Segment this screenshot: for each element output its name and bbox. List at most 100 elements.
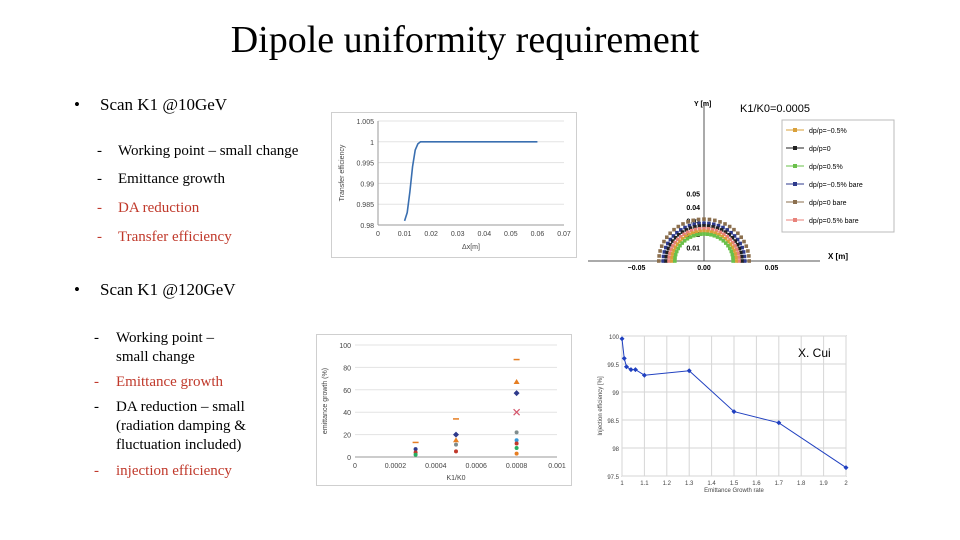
da-marker <box>665 235 669 240</box>
da-marker <box>682 232 686 237</box>
da-marker <box>743 259 747 263</box>
dash: - <box>94 463 99 479</box>
y-tick-label: 0.985 <box>356 202 374 209</box>
da-marker <box>674 249 679 254</box>
da-marker <box>678 234 683 239</box>
da-marker <box>715 235 720 239</box>
dash: - <box>97 229 102 245</box>
x-tick-label: 0.01 <box>398 231 412 238</box>
chart-title: K1/K0=0.0005 <box>740 103 810 115</box>
item-working-point: Working point – small change <box>118 143 299 159</box>
da-marker <box>687 232 691 237</box>
data-point <box>619 336 625 342</box>
series-line <box>403 140 538 222</box>
x-tick-label: 1 <box>620 481 624 487</box>
legend-label: dp/p=0 bare <box>809 200 847 207</box>
da-marker <box>664 254 669 259</box>
da-marker <box>718 230 723 235</box>
x-tick-label: 0.0002 <box>385 463 407 470</box>
da-marker <box>691 218 695 223</box>
da-marker <box>667 255 672 259</box>
x-tick-label: 0.04 <box>477 231 491 238</box>
x-tick-label: 0.06 <box>531 231 545 238</box>
da-marker <box>737 246 742 251</box>
da-marker <box>691 233 696 238</box>
da-marker <box>688 226 693 230</box>
dash: - <box>94 399 99 415</box>
data-point <box>514 430 519 435</box>
data-point <box>686 368 692 374</box>
da-marker <box>693 227 698 232</box>
da-marker <box>697 227 702 231</box>
da-marker <box>682 238 687 243</box>
da-marker <box>687 223 692 228</box>
da-marker <box>740 259 744 263</box>
da-marker <box>673 252 678 257</box>
data-point <box>641 372 647 378</box>
da-marker <box>720 234 725 239</box>
da-marker <box>666 241 670 246</box>
item-emittance-growth: Emittance growth <box>118 171 226 187</box>
x-tick-label: 0.0008 <box>506 463 528 470</box>
x-tick-label: 0.03 <box>451 231 465 238</box>
dash: - <box>97 171 102 187</box>
da-marker <box>723 230 728 234</box>
da-marker <box>728 237 732 242</box>
da-marker <box>698 232 703 236</box>
da-marker <box>698 229 702 234</box>
da-marker <box>739 235 743 240</box>
da-marker <box>696 217 701 222</box>
item-transfer-efficiency: Transfer efficiency <box>118 229 232 245</box>
da-marker <box>718 220 722 224</box>
y-tick-label: 1.005 <box>356 119 374 126</box>
x-tick-label: 2 <box>844 481 848 487</box>
da-marker <box>671 239 675 243</box>
dynamic-aperture-svg: Y [m]X [m]0.010.020.030.040.05−0.050.000… <box>588 101 895 272</box>
da-marker <box>736 255 741 259</box>
da-marker <box>738 241 742 246</box>
y-tick-label: 20 <box>343 433 351 440</box>
da-marker <box>746 249 750 253</box>
data-point <box>514 451 519 456</box>
da-marker <box>661 254 666 259</box>
da-marker <box>721 238 726 243</box>
da-marker <box>721 225 725 230</box>
da-marker <box>744 244 749 248</box>
da-marker <box>706 229 710 234</box>
y-tick-label: 98 <box>612 447 619 453</box>
emittance-growth-chart: 0 20 40 60 80 100 0 0.0002 0.0004 0.0006 0.0008 0.0… <box>316 334 572 486</box>
data-point <box>413 447 418 452</box>
legend-marker <box>793 164 797 168</box>
da-marker <box>675 242 680 246</box>
da-marker <box>732 234 737 238</box>
data-point <box>623 364 629 370</box>
da-marker <box>685 230 690 235</box>
da-marker <box>735 242 740 247</box>
data-point <box>513 390 520 397</box>
y-tick-label: 40 <box>343 410 351 417</box>
y-tick-label: 0.01 <box>686 246 700 253</box>
x-tick-label: 1.1 <box>640 481 649 487</box>
legend-marker <box>793 218 797 222</box>
bullet-scan-10gev: Scan K1 @10GeV <box>100 95 228 114</box>
data-point <box>776 420 782 426</box>
da-marker <box>723 236 728 241</box>
da-marker <box>668 251 672 256</box>
da-marker <box>747 259 751 263</box>
injection-efficiency-svg: 97.5 98 98.5 99 99.5 100 1 1.1 1.2 1.3 1.4 1.5 1.6 1.… <box>598 335 849 494</box>
da-marker <box>679 228 683 232</box>
da-marker <box>678 243 682 248</box>
da-marker <box>670 255 674 260</box>
da-marker <box>695 232 699 237</box>
legend-marker <box>793 128 797 132</box>
data-point <box>453 437 459 443</box>
da-marker <box>697 224 702 228</box>
da-marker <box>713 218 717 223</box>
y-tick-label: 60 <box>343 388 351 395</box>
data-point <box>632 367 638 373</box>
da-marker <box>711 222 716 227</box>
da-marker <box>662 239 666 244</box>
y-tick-label: 99.5 <box>607 363 619 369</box>
author-credit: X. Cui <box>798 346 831 360</box>
data-point <box>513 378 520 384</box>
